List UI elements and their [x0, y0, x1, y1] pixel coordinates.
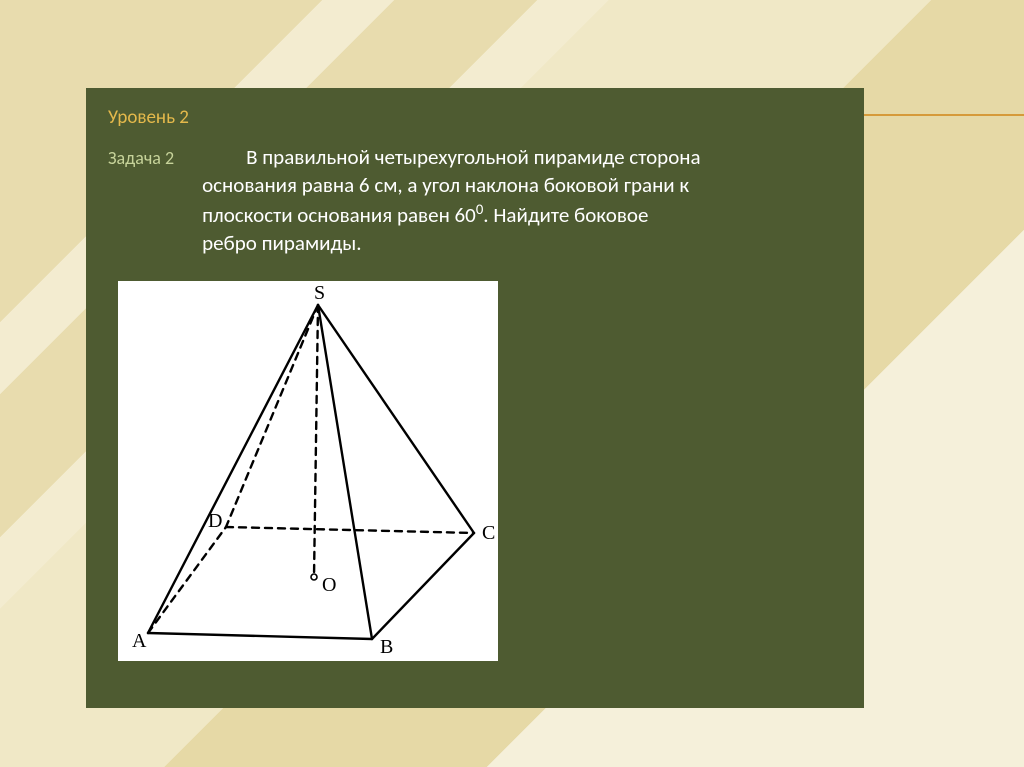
vertex-label-O: O	[322, 574, 336, 596]
task-label: Задача 2	[108, 143, 174, 257]
pyramid-figure: S A B C D O	[118, 281, 498, 661]
problem-card: Уровень 2 Задача 2 В правильной четыреху…	[86, 88, 864, 708]
vertex-label-D: D	[208, 510, 222, 532]
problem-line-3a: плоскости основания равен 60	[202, 202, 476, 228]
vertex-label-C: C	[482, 522, 495, 544]
dashed-edge-A-D	[148, 527, 226, 633]
dashed-edge-S-O	[314, 305, 318, 577]
problem-row: Задача 2 В правильной четырехугольной пи…	[108, 143, 842, 257]
problem-line-3b: . Найдите боковое	[483, 202, 648, 228]
problem-line-1: В правильной четырехугольной пирамиде ст…	[246, 144, 700, 170]
vertex-label-B: B	[380, 636, 393, 658]
problem-line-2: основания равна 6 см, а угол наклона бок…	[202, 172, 689, 198]
problem-line-4: ребро пирамиды.	[202, 230, 361, 256]
pyramid-svg: S A B C D O	[118, 281, 498, 661]
center-point-O	[311, 574, 317, 580]
edge-S-C	[318, 305, 474, 533]
dashed-edge-D-C	[226, 527, 474, 533]
vertex-label-A: A	[132, 630, 147, 652]
vertex-label-S: S	[314, 282, 325, 304]
problem-text: В правильной четырехугольной пирамиде ст…	[202, 143, 700, 257]
edge-A-B	[148, 633, 372, 639]
edge-B-C	[372, 533, 474, 639]
edge-S-A	[148, 305, 318, 633]
dashed-edge-S-D	[226, 305, 318, 527]
level-label: Уровень 2	[108, 106, 842, 129]
